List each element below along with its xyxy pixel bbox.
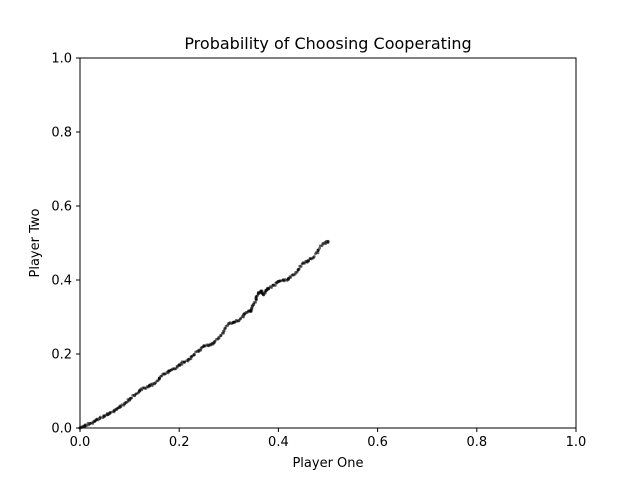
x-tick-label: 0.8 (466, 435, 487, 450)
data-point (222, 329, 226, 333)
y-tick-label: 1.0 (51, 52, 72, 67)
x-tick-label: 0.2 (169, 435, 190, 450)
y-tick-label: 0.8 (51, 126, 72, 141)
y-tick-label: 0.6 (51, 200, 72, 215)
y-tick-label: 0.4 (51, 274, 72, 289)
data-point (299, 265, 303, 268)
y-tick-label: 0.0 (51, 422, 72, 437)
data-point (307, 259, 310, 263)
data-point (270, 286, 273, 290)
data-point (318, 246, 321, 250)
x-axis-label: Player One (292, 456, 363, 471)
data-point (213, 339, 217, 343)
data-point (316, 251, 320, 255)
data-point (263, 291, 267, 295)
data-point (183, 360, 187, 364)
data-point (85, 424, 88, 428)
data-point (98, 415, 102, 419)
data-point (130, 396, 134, 400)
data-point (178, 364, 182, 367)
x-tick-label: 0.4 (268, 435, 289, 450)
data-point (175, 365, 179, 369)
data-point (217, 336, 221, 340)
data-point (180, 362, 184, 366)
y-axis-ticks: 0.0 0.2 0.4 0.6 0.8 1.0 (51, 52, 80, 437)
data-point (312, 255, 316, 258)
data-point (297, 267, 301, 271)
y-tick-label: 0.2 (51, 348, 72, 363)
data-point (324, 242, 328, 246)
data-point (110, 410, 113, 414)
data-points (78, 239, 330, 430)
data-point (219, 334, 223, 338)
plot-area-frame (79, 57, 577, 429)
data-point (326, 239, 330, 244)
data-point (273, 284, 277, 287)
data-point (140, 388, 144, 392)
y-axis-label: Player Two (28, 208, 43, 277)
x-tick-label: 1.0 (566, 435, 587, 450)
data-point (289, 276, 293, 279)
x-axis-ticks: 0.0 0.2 0.4 0.6 0.8 1.0 (70, 428, 587, 450)
x-tick-label: 0.6 (367, 435, 388, 450)
data-point (261, 292, 265, 296)
x-tick-label: 0.0 (70, 435, 91, 450)
data-point (267, 286, 271, 290)
data-point (192, 353, 196, 357)
chart-title: Probability of Choosing Cooperating (184, 34, 471, 53)
data-point (250, 307, 254, 310)
data-point (254, 300, 257, 304)
